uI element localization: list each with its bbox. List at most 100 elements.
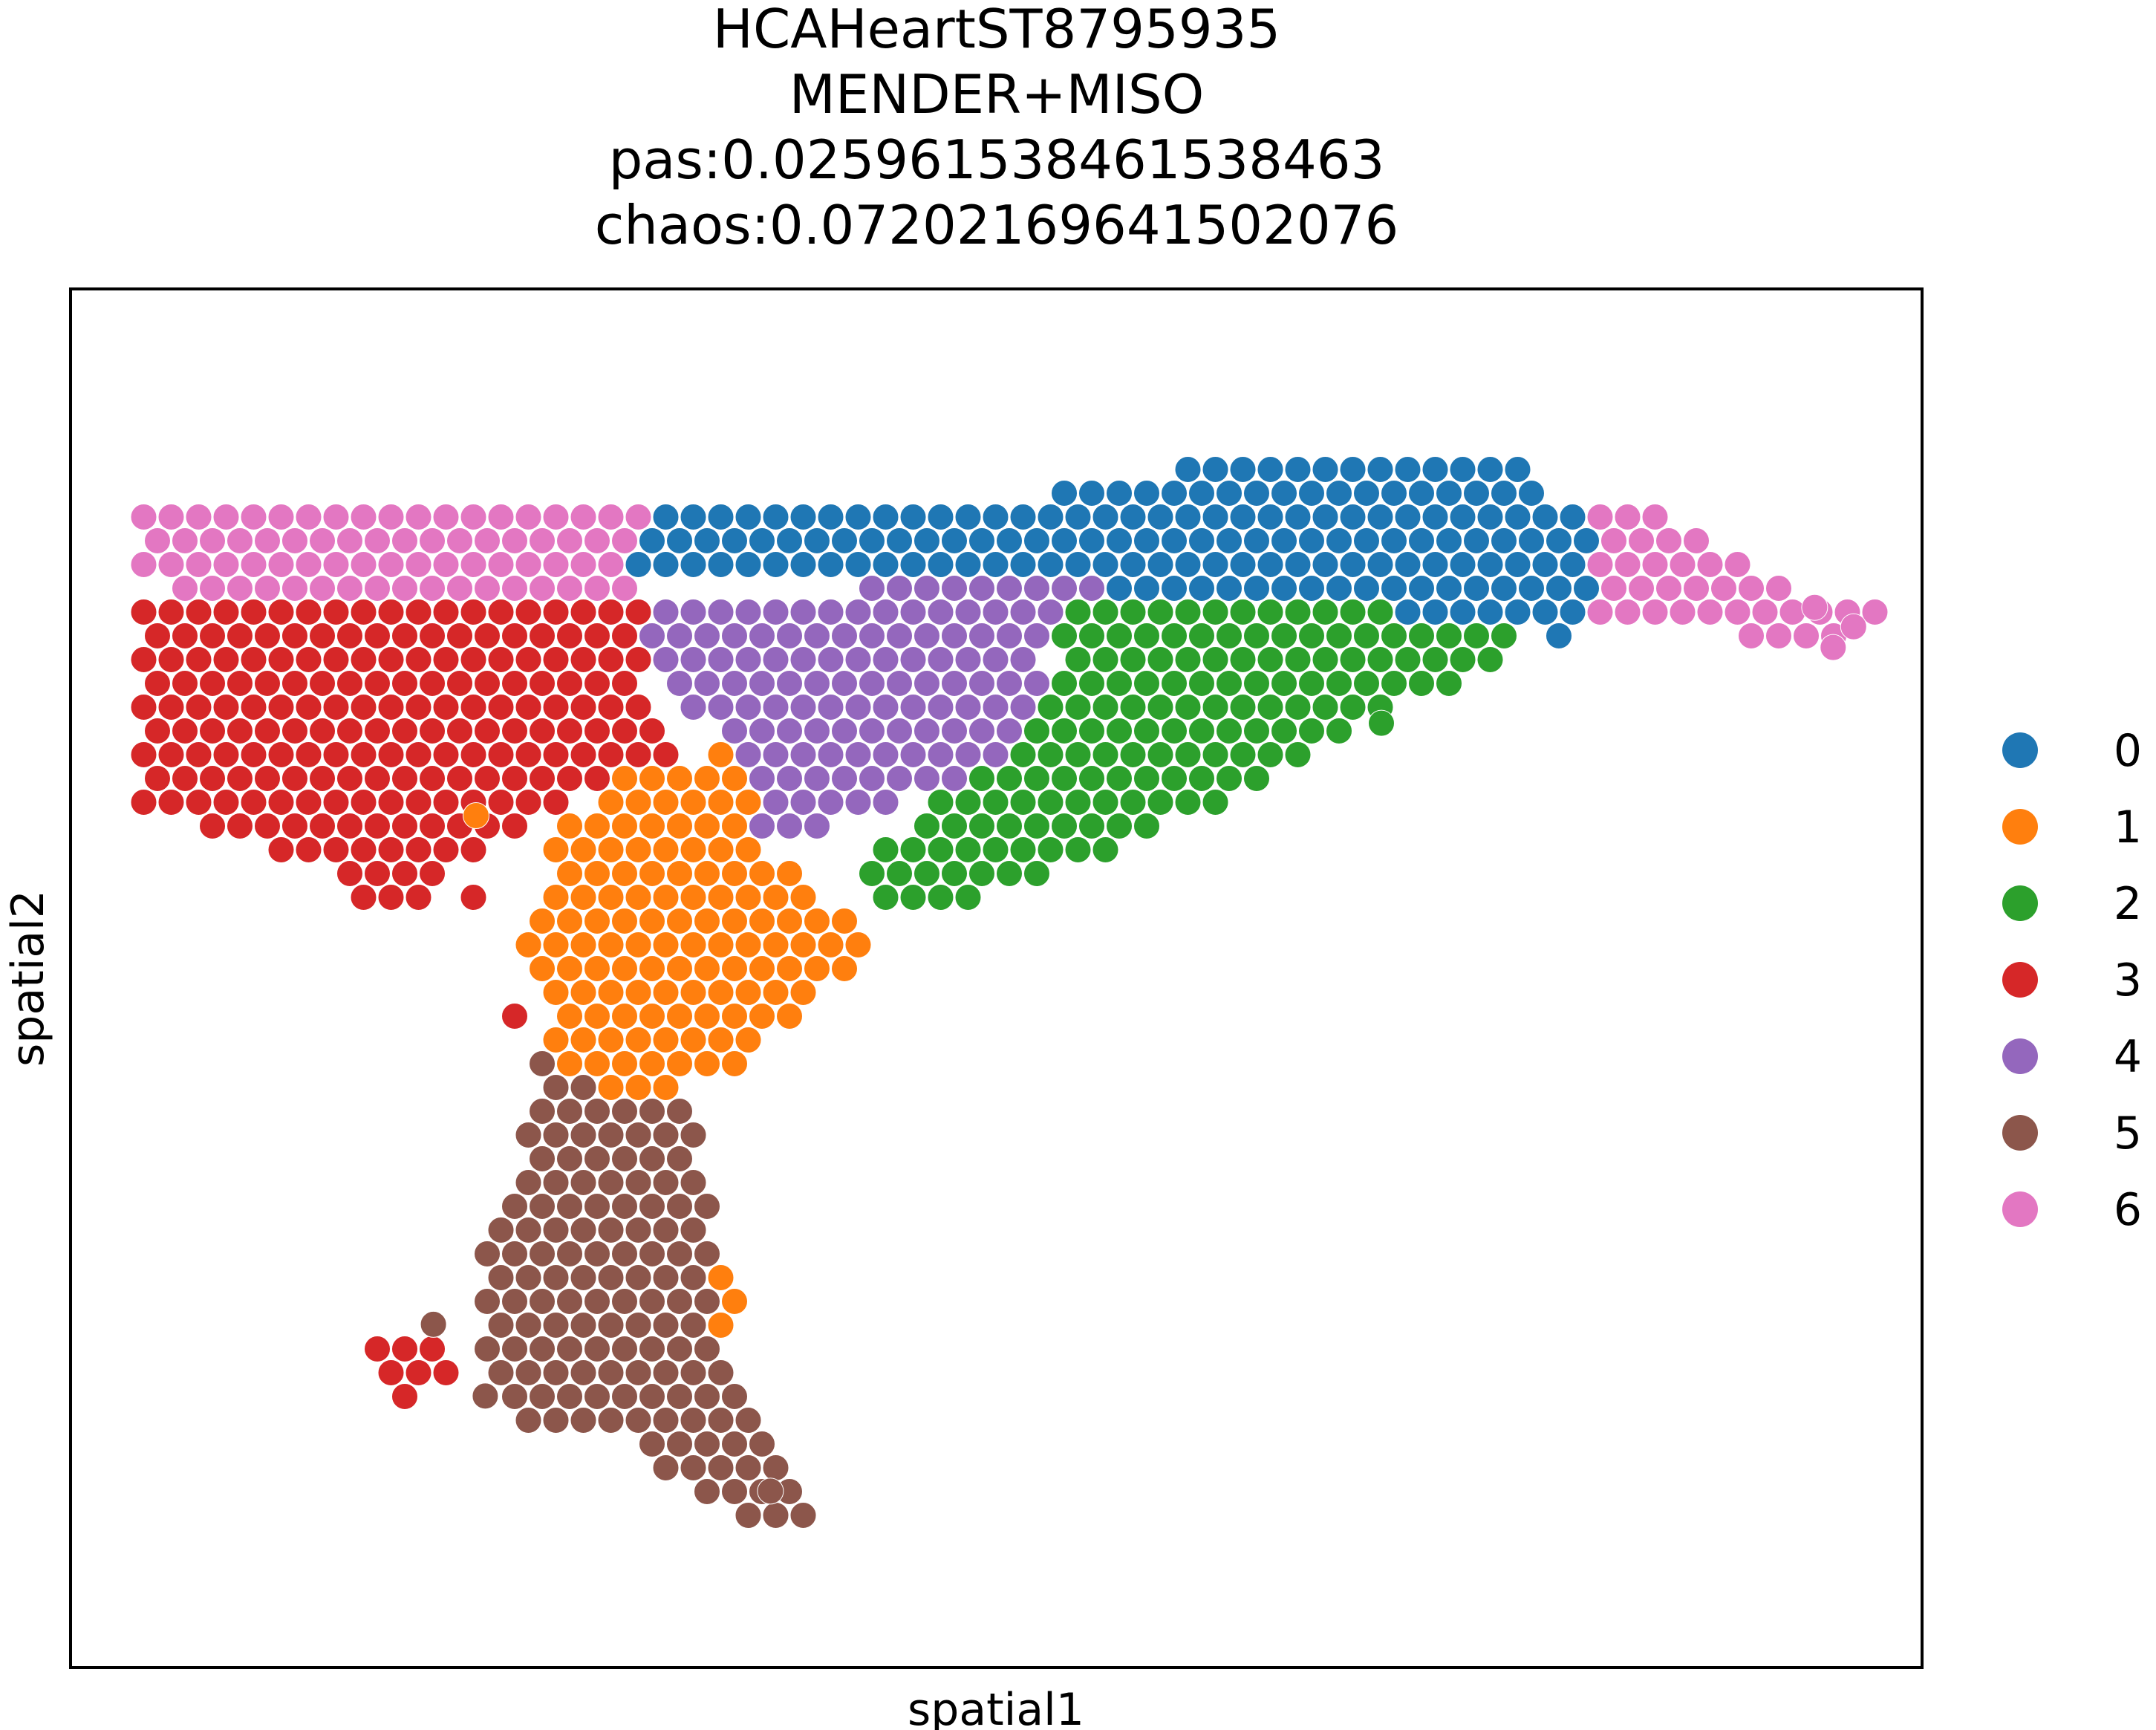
spot-cluster-6-219 [611,575,638,602]
spot-cluster-0-14 [1078,480,1105,507]
spot-cluster-0-243 [1491,575,1517,602]
spot-cluster-2-700 [941,813,968,839]
spot-cluster-6-371 [1793,622,1820,649]
spot-cluster-4-583 [899,741,927,768]
spot-cluster-0-174 [954,551,982,578]
spot-cluster-4-401 [899,646,927,673]
spot-cluster-4-279 [817,599,844,625]
spot-cluster-1-718 [597,836,625,863]
spot-cluster-1-743 [721,860,748,887]
spot-cluster-6-249 [1655,575,1682,602]
spot-cluster-1-805 [776,955,803,982]
spot-cluster-3-527 [501,718,528,744]
spot-cluster-3-383 [405,646,432,673]
spot-cluster-3-715 [460,836,487,863]
spot-cluster-0-183 [1202,551,1229,578]
spot-cluster-3-532 [639,718,665,744]
spot-cluster-1-842 [694,1050,720,1077]
spot-cluster-0-115 [913,527,940,554]
spot-cluster-4-543 [996,718,1023,744]
spot-cluster-2-356 [1188,622,1215,649]
spot-cluster-4-444 [776,670,803,697]
spot-cluster-4-285 [982,599,1009,625]
spot-cluster-1-689 [556,813,583,839]
spot-cluster-3-709 [295,836,322,863]
spot-cluster-6-49 [625,504,652,530]
spot-cluster-2-411 [1202,646,1229,673]
spot-cluster-6-199 [1641,551,1669,578]
spot-cluster-2-415 [1312,646,1339,673]
spot-cluster-5-888 [625,1217,652,1243]
spot-cluster-0-11 [1476,456,1504,483]
spot-cluster-0-192 [1449,551,1476,578]
spot-cluster-2-670 [1037,789,1064,816]
spot-cluster-4-623 [831,765,858,792]
spot-cluster-1-691 [611,813,638,839]
spot-cluster-0-305 [1531,599,1559,625]
spot-cluster-1-757 [542,884,570,911]
spot-cluster-3-330 [474,622,501,649]
spot-cluster-2-464 [1326,670,1352,697]
spot-cluster-0-184 [1229,551,1257,578]
spot-cluster-0-21 [1271,480,1297,507]
spot-cluster-3-254 [130,599,157,625]
spot-cluster-2-699 [913,813,940,839]
spot-cluster-0-51 [680,504,707,530]
spot-cluster-0-167 [762,551,789,578]
spot-cluster-3-435 [501,670,528,697]
spot-cluster-5-935 [584,1336,610,1362]
spot-cluster-4-282 [899,599,927,625]
spot-cluster-6-155 [432,551,460,578]
spot-cluster-6-197 [1586,551,1614,578]
spot-cluster-2-724 [872,836,899,863]
spot-cluster-0-73 [1284,504,1312,530]
spot-cluster-6-46 [542,504,570,530]
legend-marker-2 [2002,885,2038,921]
spot-cluster-4-580 [817,741,844,768]
spot-cluster-0-245 [1546,575,1572,602]
spot-cluster-2-591 [1119,741,1147,768]
title-line-2: MENDER+MISO [789,63,1205,126]
spot-cluster-6-317 [1861,599,1889,625]
spot-cluster-6-89 [199,527,226,554]
spot-cluster-5-982 [721,1478,748,1505]
spot-cluster-6-40 [377,504,405,530]
spot-cluster-0-2 [1229,456,1257,483]
spot-cluster-2-509 [1257,694,1284,721]
spot-cluster-0-117 [968,527,995,554]
spot-cluster-2-637 [1216,765,1243,792]
spot-cluster-0-244 [1518,575,1545,602]
spot-cluster-1-793 [789,931,817,958]
spot-cluster-5-925 [652,1312,680,1339]
spot-cluster-3-601 [227,765,253,792]
spot-cluster-3-929 [391,1336,418,1362]
spot-cluster-4-697 [776,813,803,839]
spot-cluster-5-849 [529,1098,556,1125]
spot-cluster-3-654 [542,789,570,816]
spot-cluster-0-193 [1476,551,1504,578]
spot-cluster-5-932 [501,1336,528,1362]
spot-cluster-4-499 [982,694,1009,721]
spot-cluster-3-260 [295,599,322,625]
spot-cluster-3-688 [501,813,528,839]
spot-cluster-1-786 [597,931,625,958]
spot-cluster-0-16 [1133,480,1160,507]
spot-cluster-3-476 [322,694,350,721]
spot-cluster-2-596 [1257,741,1284,768]
spot-cluster-4-625 [886,765,913,792]
spot-cluster-6-198 [1614,551,1641,578]
spot-cluster-6-92 [281,527,308,554]
spot-cluster-5-877 [556,1193,583,1220]
spot-cluster-0-172 [899,551,927,578]
spot-cluster-3-514 [144,718,171,744]
spot-cluster-0-57 [844,504,872,530]
spot-cluster-6-149 [267,551,295,578]
legend-label-4: 4 [2114,1031,2142,1083]
spot-cluster-5-978 [707,1454,735,1481]
spot-cluster-1-820 [584,1003,610,1030]
spot-cluster-4-490 [735,694,762,721]
spot-cluster-1-744 [749,860,775,887]
spot-cluster-5-891 [474,1240,501,1267]
spot-cluster-3-436 [529,670,556,697]
